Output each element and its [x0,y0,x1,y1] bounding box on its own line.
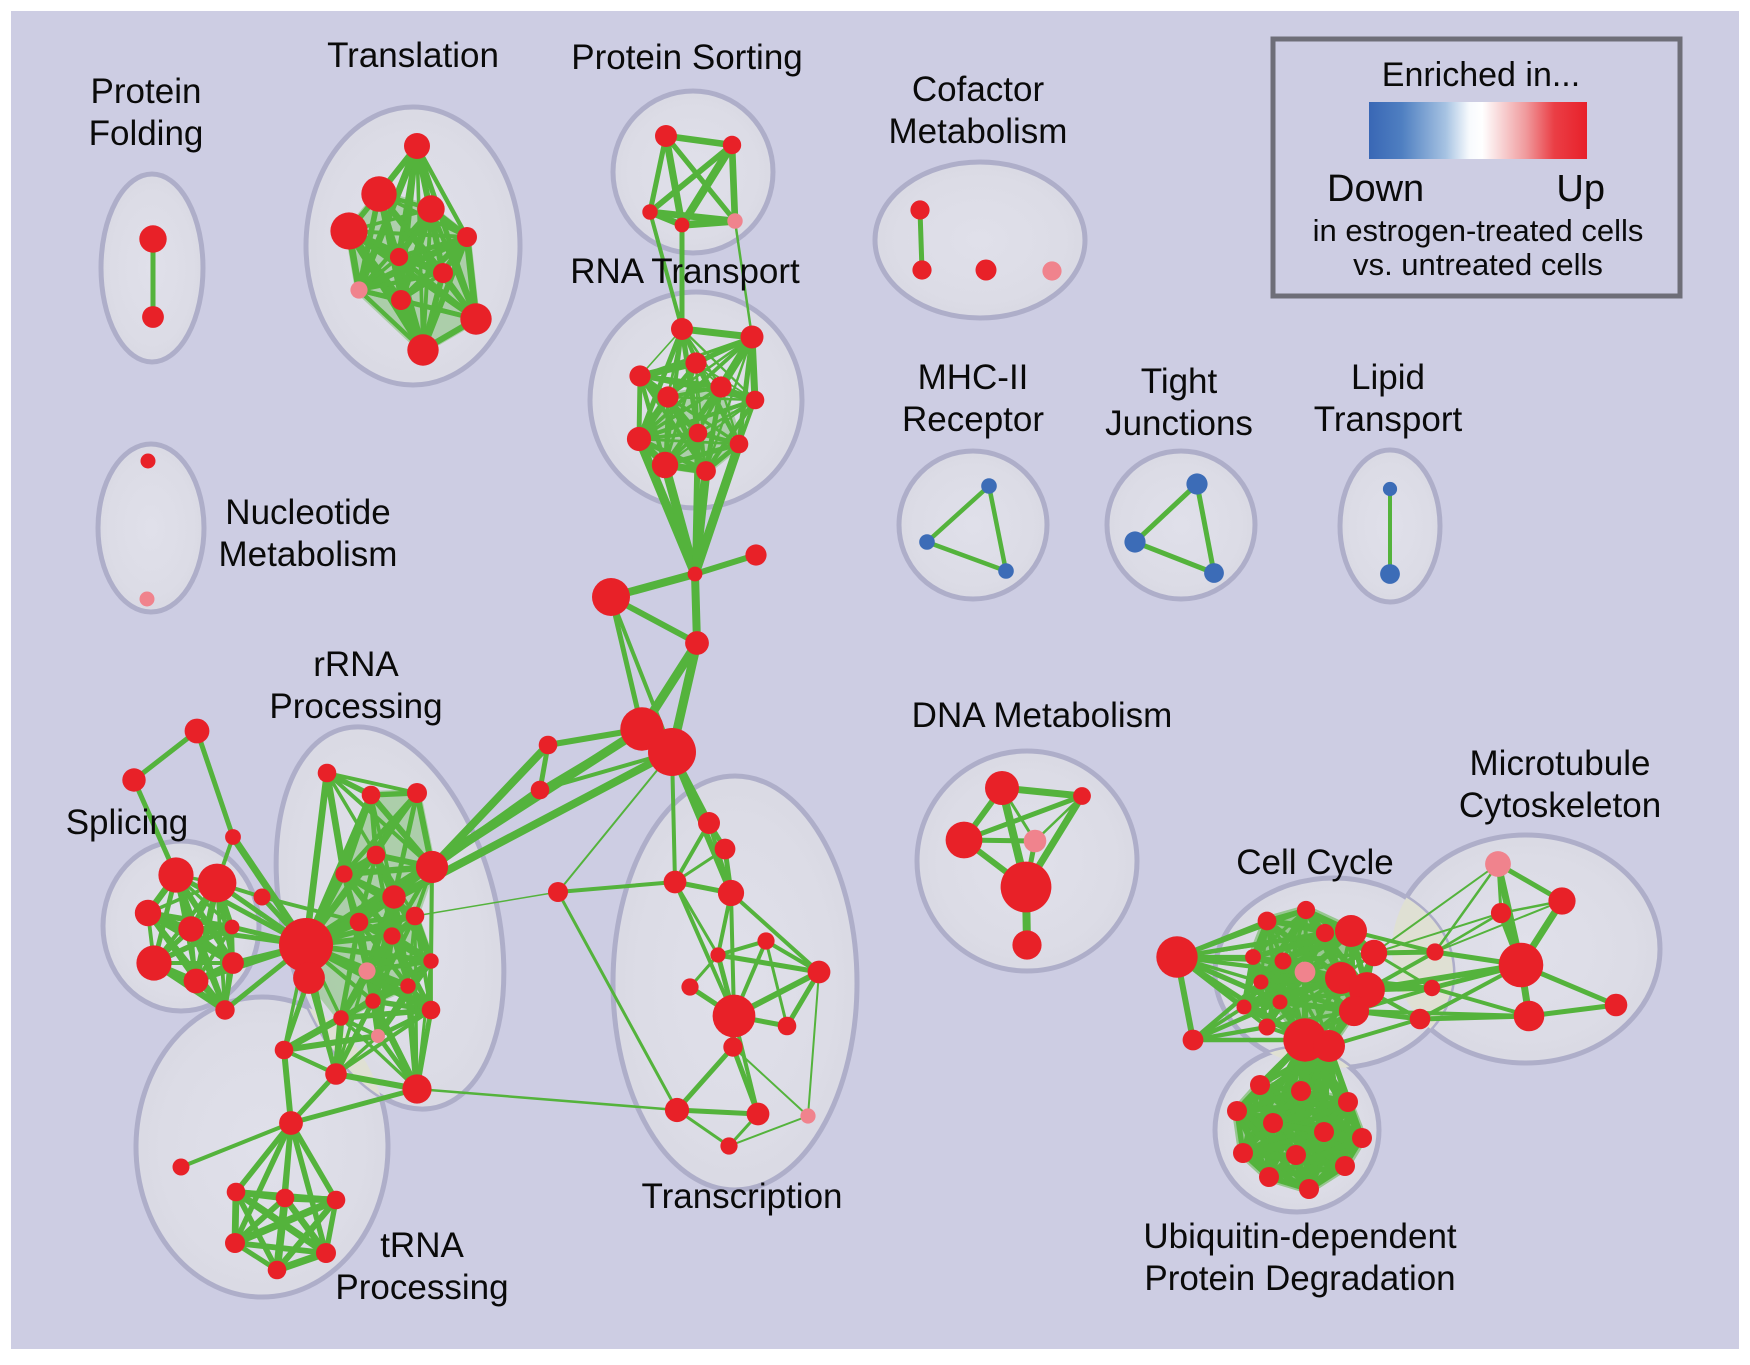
svg-text:Cell Cycle: Cell Cycle [1236,843,1394,882]
svg-text:MHC-II: MHC-II [918,358,1029,397]
svg-text:DNA Metabolism: DNA Metabolism [912,696,1173,735]
svg-text:Junctions: Junctions [1105,404,1253,443]
svg-text:Processing: Processing [335,1268,508,1307]
svg-text:Tight: Tight [1141,362,1218,401]
svg-text:Folding: Folding [89,114,204,153]
svg-text:Microtubule: Microtubule [1470,744,1651,783]
svg-text:Cofactor: Cofactor [912,70,1045,109]
svg-text:Protein Degradation: Protein Degradation [1144,1259,1455,1298]
svg-text:RNA Transport: RNA Transport [570,252,800,291]
svg-text:rRNA: rRNA [313,645,399,684]
svg-text:Nucleotide: Nucleotide [225,493,390,532]
svg-text:Ubiquitin-dependent: Ubiquitin-dependent [1143,1217,1457,1256]
svg-text:Translation: Translation [327,36,499,75]
svg-text:Processing: Processing [269,687,442,726]
svg-text:Receptor: Receptor [902,400,1044,439]
svg-text:vs. untreated cells: vs. untreated cells [1353,247,1603,282]
svg-text:Protein: Protein [91,72,202,111]
svg-text:Protein Sorting: Protein Sorting [571,38,803,77]
svg-text:Lipid: Lipid [1351,358,1425,397]
svg-text:Transcription: Transcription [642,1177,843,1216]
svg-text:Up: Up [1556,168,1605,210]
svg-text:Metabolism: Metabolism [219,535,398,574]
svg-text:Transport: Transport [1314,400,1463,439]
svg-text:Cytoskeleton: Cytoskeleton [1459,786,1661,825]
svg-text:Metabolism: Metabolism [889,112,1068,151]
svg-text:tRNA: tRNA [380,1226,464,1265]
svg-text:Down: Down [1327,168,1424,210]
svg-text:Splicing: Splicing [66,803,189,842]
svg-text:in estrogen-treated cells: in estrogen-treated cells [1313,213,1644,248]
svg-text:Enriched in...: Enriched in... [1382,56,1580,94]
